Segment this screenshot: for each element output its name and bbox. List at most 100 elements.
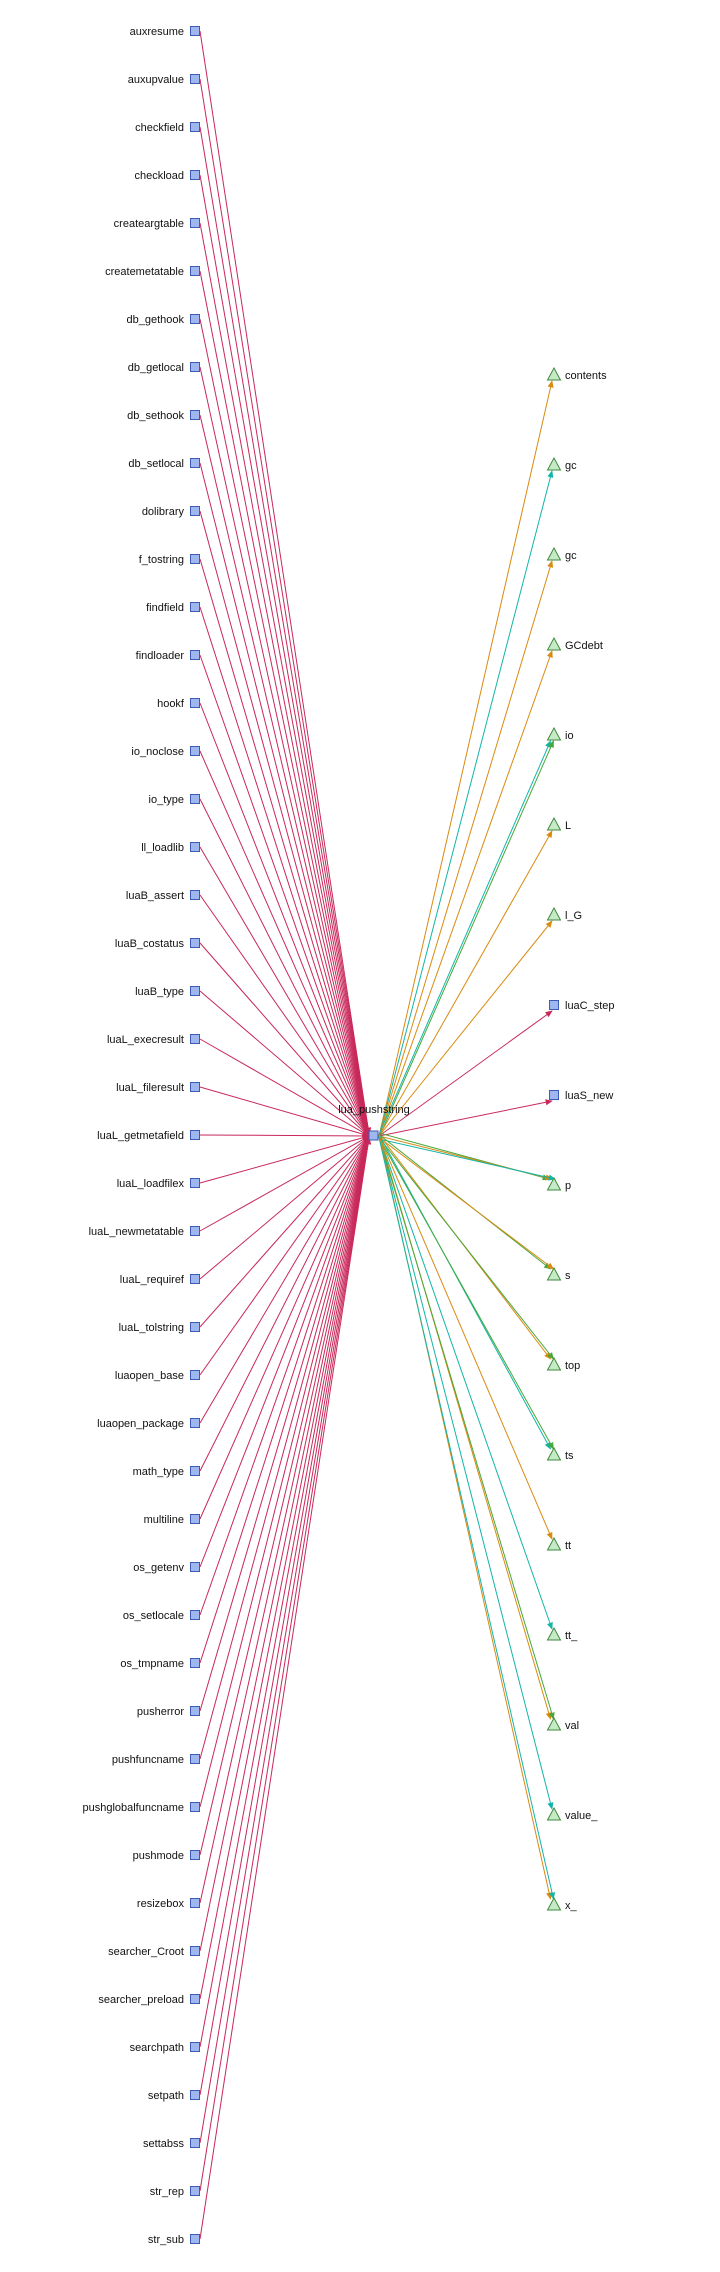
caller-node-box[interactable] [190,1610,200,1620]
callee-node[interactable]: ts [546,1446,575,1462]
caller-node[interactable]: luaopen_package [97,1418,200,1430]
caller-node[interactable]: luaL_loadfilex [117,1178,200,1190]
caller-node[interactable]: settabss [143,2138,200,2150]
callee-node-box[interactable] [549,1090,559,1100]
caller-node[interactable]: str_sub [148,2234,200,2246]
caller-node-box[interactable] [190,1034,200,1044]
caller-node[interactable]: math_type [133,1466,200,1478]
caller-node-box[interactable] [190,26,200,36]
callee-node[interactable]: val [546,1716,580,1732]
callee-node-triangle[interactable] [546,1626,562,1641]
caller-node-box[interactable] [190,1418,200,1428]
caller-node-box[interactable] [190,1946,200,1956]
caller-node[interactable]: luaL_fileresult [116,1082,200,1094]
caller-node-box[interactable] [190,1274,200,1284]
callee-node-triangle[interactable] [546,366,562,381]
caller-node[interactable]: luaL_execresult [107,1034,200,1046]
caller-node-box[interactable] [190,218,200,228]
caller-node[interactable]: luaB_type [135,986,200,998]
callee-node-triangle[interactable] [546,1176,562,1191]
callee-node[interactable]: top [546,1356,581,1372]
caller-node[interactable]: db_setlocal [128,458,200,470]
center-node-box[interactable] [368,1130,379,1141]
caller-node-box[interactable] [190,698,200,708]
callee-node-triangle[interactable] [546,456,562,471]
caller-node[interactable]: db_gethook [127,314,200,326]
callee-node[interactable]: luaC_step [549,1000,615,1012]
caller-node-box[interactable] [190,1466,200,1476]
caller-node[interactable]: multiline [144,1514,200,1526]
caller-node-box[interactable] [190,1994,200,2004]
callee-node[interactable]: s [546,1266,572,1282]
caller-node[interactable]: findloader [136,650,200,662]
callee-node[interactable]: value_ [546,1806,599,1822]
caller-node-box[interactable] [190,1082,200,1092]
caller-node-box[interactable] [190,458,200,468]
caller-node[interactable]: luaL_getmetafield [97,1130,200,1142]
center-node[interactable]: lua_pushstring [338,1104,410,1141]
caller-node[interactable]: os_setlocale [123,1610,200,1622]
callee-node-triangle[interactable] [546,1446,562,1461]
caller-node[interactable]: searcher_preload [98,1994,200,2006]
caller-node[interactable]: checkfield [135,122,200,134]
callee-node[interactable]: gc [546,546,578,562]
caller-node[interactable]: luaB_assert [126,890,200,902]
caller-node[interactable]: f_tostring [139,554,200,566]
caller-node[interactable]: luaopen_base [115,1370,200,1382]
callee-node[interactable]: p [546,1176,572,1192]
caller-node-box[interactable] [190,938,200,948]
caller-node-box[interactable] [190,1562,200,1572]
callee-node[interactable]: l_G [546,906,583,922]
caller-node[interactable]: str_rep [150,2186,200,2198]
caller-node-box[interactable] [190,1130,200,1140]
caller-node-box[interactable] [190,1802,200,1812]
callee-node[interactable]: x_ [546,1896,578,1912]
caller-node-box[interactable] [190,1322,200,1332]
caller-node[interactable]: searchpath [130,2042,200,2054]
callee-node[interactable]: io [546,726,574,742]
callee-node-triangle[interactable] [546,1356,562,1371]
caller-node[interactable]: io_noclose [131,746,200,758]
caller-node[interactable]: setpath [148,2090,200,2102]
caller-node-box[interactable] [190,1850,200,1860]
caller-node-box[interactable] [190,554,200,564]
caller-node[interactable]: pushfuncname [112,1754,200,1766]
caller-node-box[interactable] [190,2138,200,2148]
callee-node-triangle[interactable] [546,1536,562,1551]
caller-node-box[interactable] [190,650,200,660]
caller-node-box[interactable] [190,410,200,420]
caller-node[interactable]: hookf [157,698,200,710]
caller-node[interactable]: auxresume [130,26,200,38]
caller-node-box[interactable] [190,266,200,276]
caller-node[interactable]: createmetatable [105,266,200,278]
callee-node[interactable]: contents [546,366,608,382]
caller-node-box[interactable] [190,122,200,132]
caller-node-box[interactable] [190,2042,200,2052]
caller-node-box[interactable] [190,1226,200,1236]
caller-node-box[interactable] [190,2234,200,2244]
caller-node-box[interactable] [190,314,200,324]
caller-node-box[interactable] [190,2186,200,2196]
callee-node[interactable]: GCdebt [546,636,603,652]
caller-node-box[interactable] [190,1370,200,1380]
caller-node-box[interactable] [190,1178,200,1188]
callee-node[interactable]: gc [546,456,578,472]
callee-node-triangle[interactable] [546,726,562,741]
caller-node-box[interactable] [190,602,200,612]
caller-node-box[interactable] [190,986,200,996]
caller-node[interactable]: os_tmpname [120,1658,200,1670]
callee-node-triangle[interactable] [546,1806,562,1821]
callee-node-triangle[interactable] [546,546,562,561]
caller-node-box[interactable] [190,170,200,180]
callee-node-triangle[interactable] [546,1896,562,1911]
caller-node-box[interactable] [190,1514,200,1524]
caller-node[interactable]: luaL_requiref [120,1274,200,1286]
caller-node[interactable]: findfield [146,602,200,614]
callee-node-triangle[interactable] [546,906,562,921]
callee-node[interactable]: tt_ [546,1626,579,1642]
caller-node[interactable]: searcher_Croot [108,1946,200,1958]
caller-node[interactable]: checkload [134,170,200,182]
caller-node[interactable]: pusherror [137,1706,200,1718]
caller-node[interactable]: ll_loadlib [141,842,200,854]
caller-node-box[interactable] [190,74,200,84]
